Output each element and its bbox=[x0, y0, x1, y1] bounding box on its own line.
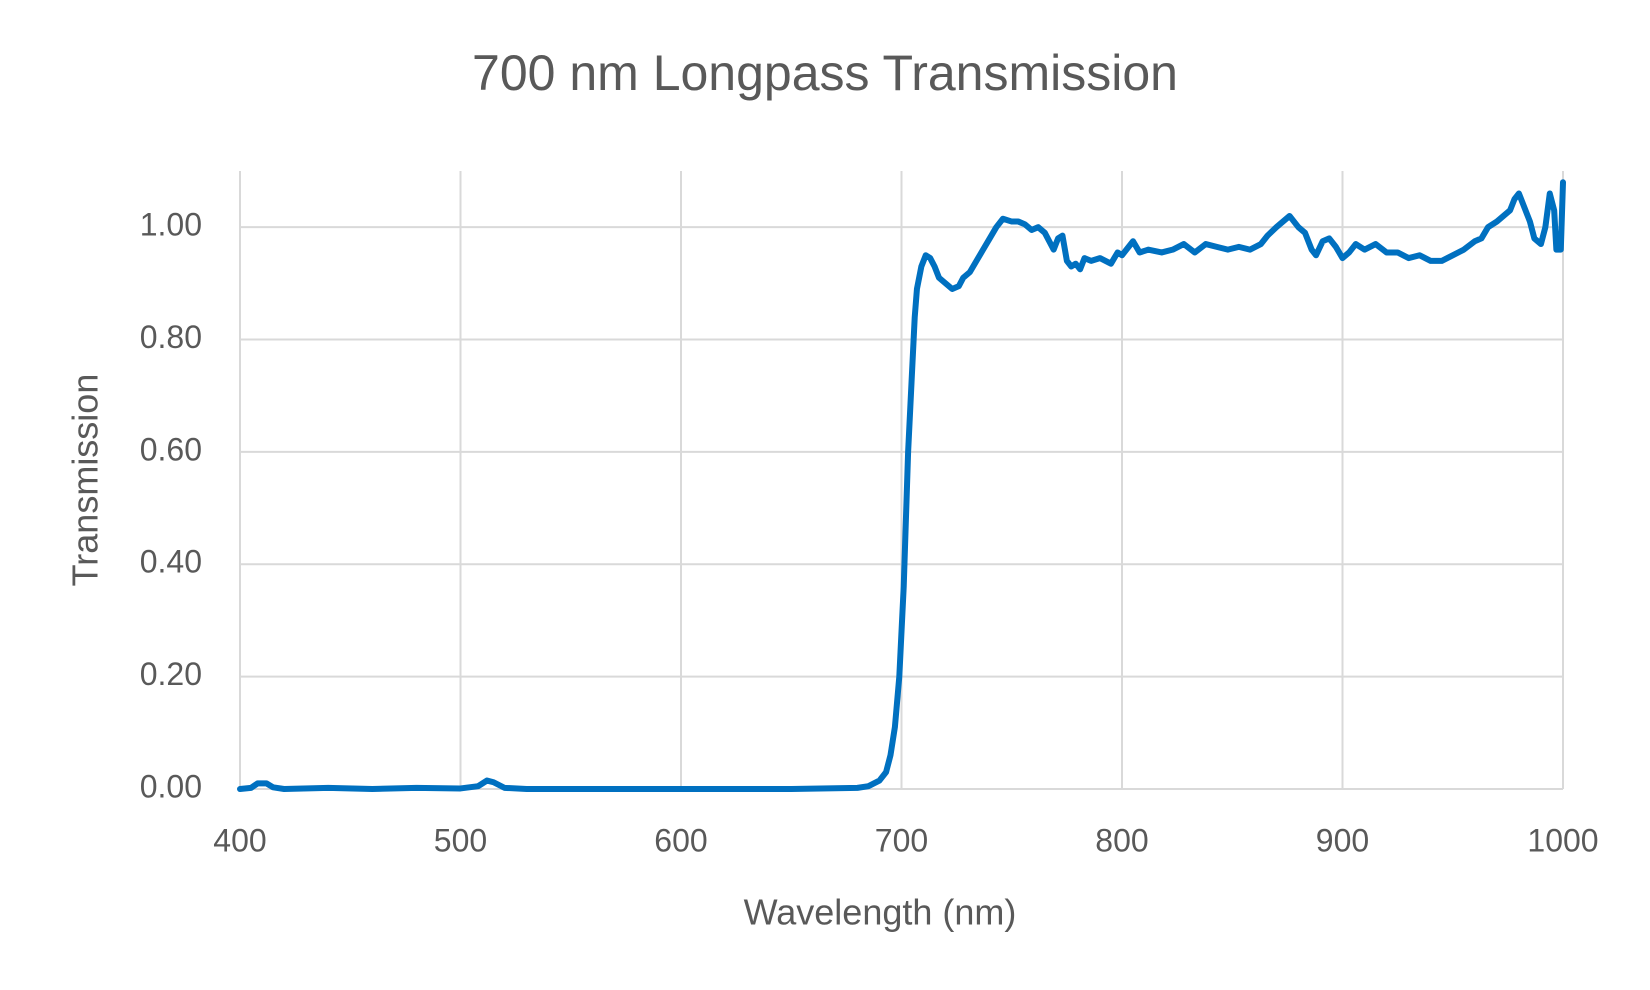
data-line bbox=[237, 179, 1566, 792]
chart-title: 700 nm Longpass Transmission bbox=[472, 45, 1178, 101]
x-tick-label: 900 bbox=[1316, 822, 1369, 858]
x-tick-label: 800 bbox=[1095, 822, 1148, 858]
x-tick-label: 700 bbox=[875, 822, 928, 858]
x-tick-label: 400 bbox=[213, 822, 266, 858]
y-tick-label: 0.40 bbox=[140, 544, 202, 580]
y-tick-label: 1.00 bbox=[140, 207, 202, 243]
y-tick-label: 0.80 bbox=[140, 319, 202, 355]
x-tick-label: 1000 bbox=[1527, 822, 1598, 858]
x-tick-label: 600 bbox=[654, 822, 707, 858]
y-tick-label: 0.20 bbox=[140, 656, 202, 692]
y-tick-label: 0.00 bbox=[140, 768, 202, 804]
y-axis-title: Transmission bbox=[65, 374, 106, 587]
x-tick-label: 500 bbox=[434, 822, 487, 858]
x-axis-title: Wavelength (nm) bbox=[744, 892, 1017, 933]
y-tick-label: 0.60 bbox=[140, 431, 202, 467]
